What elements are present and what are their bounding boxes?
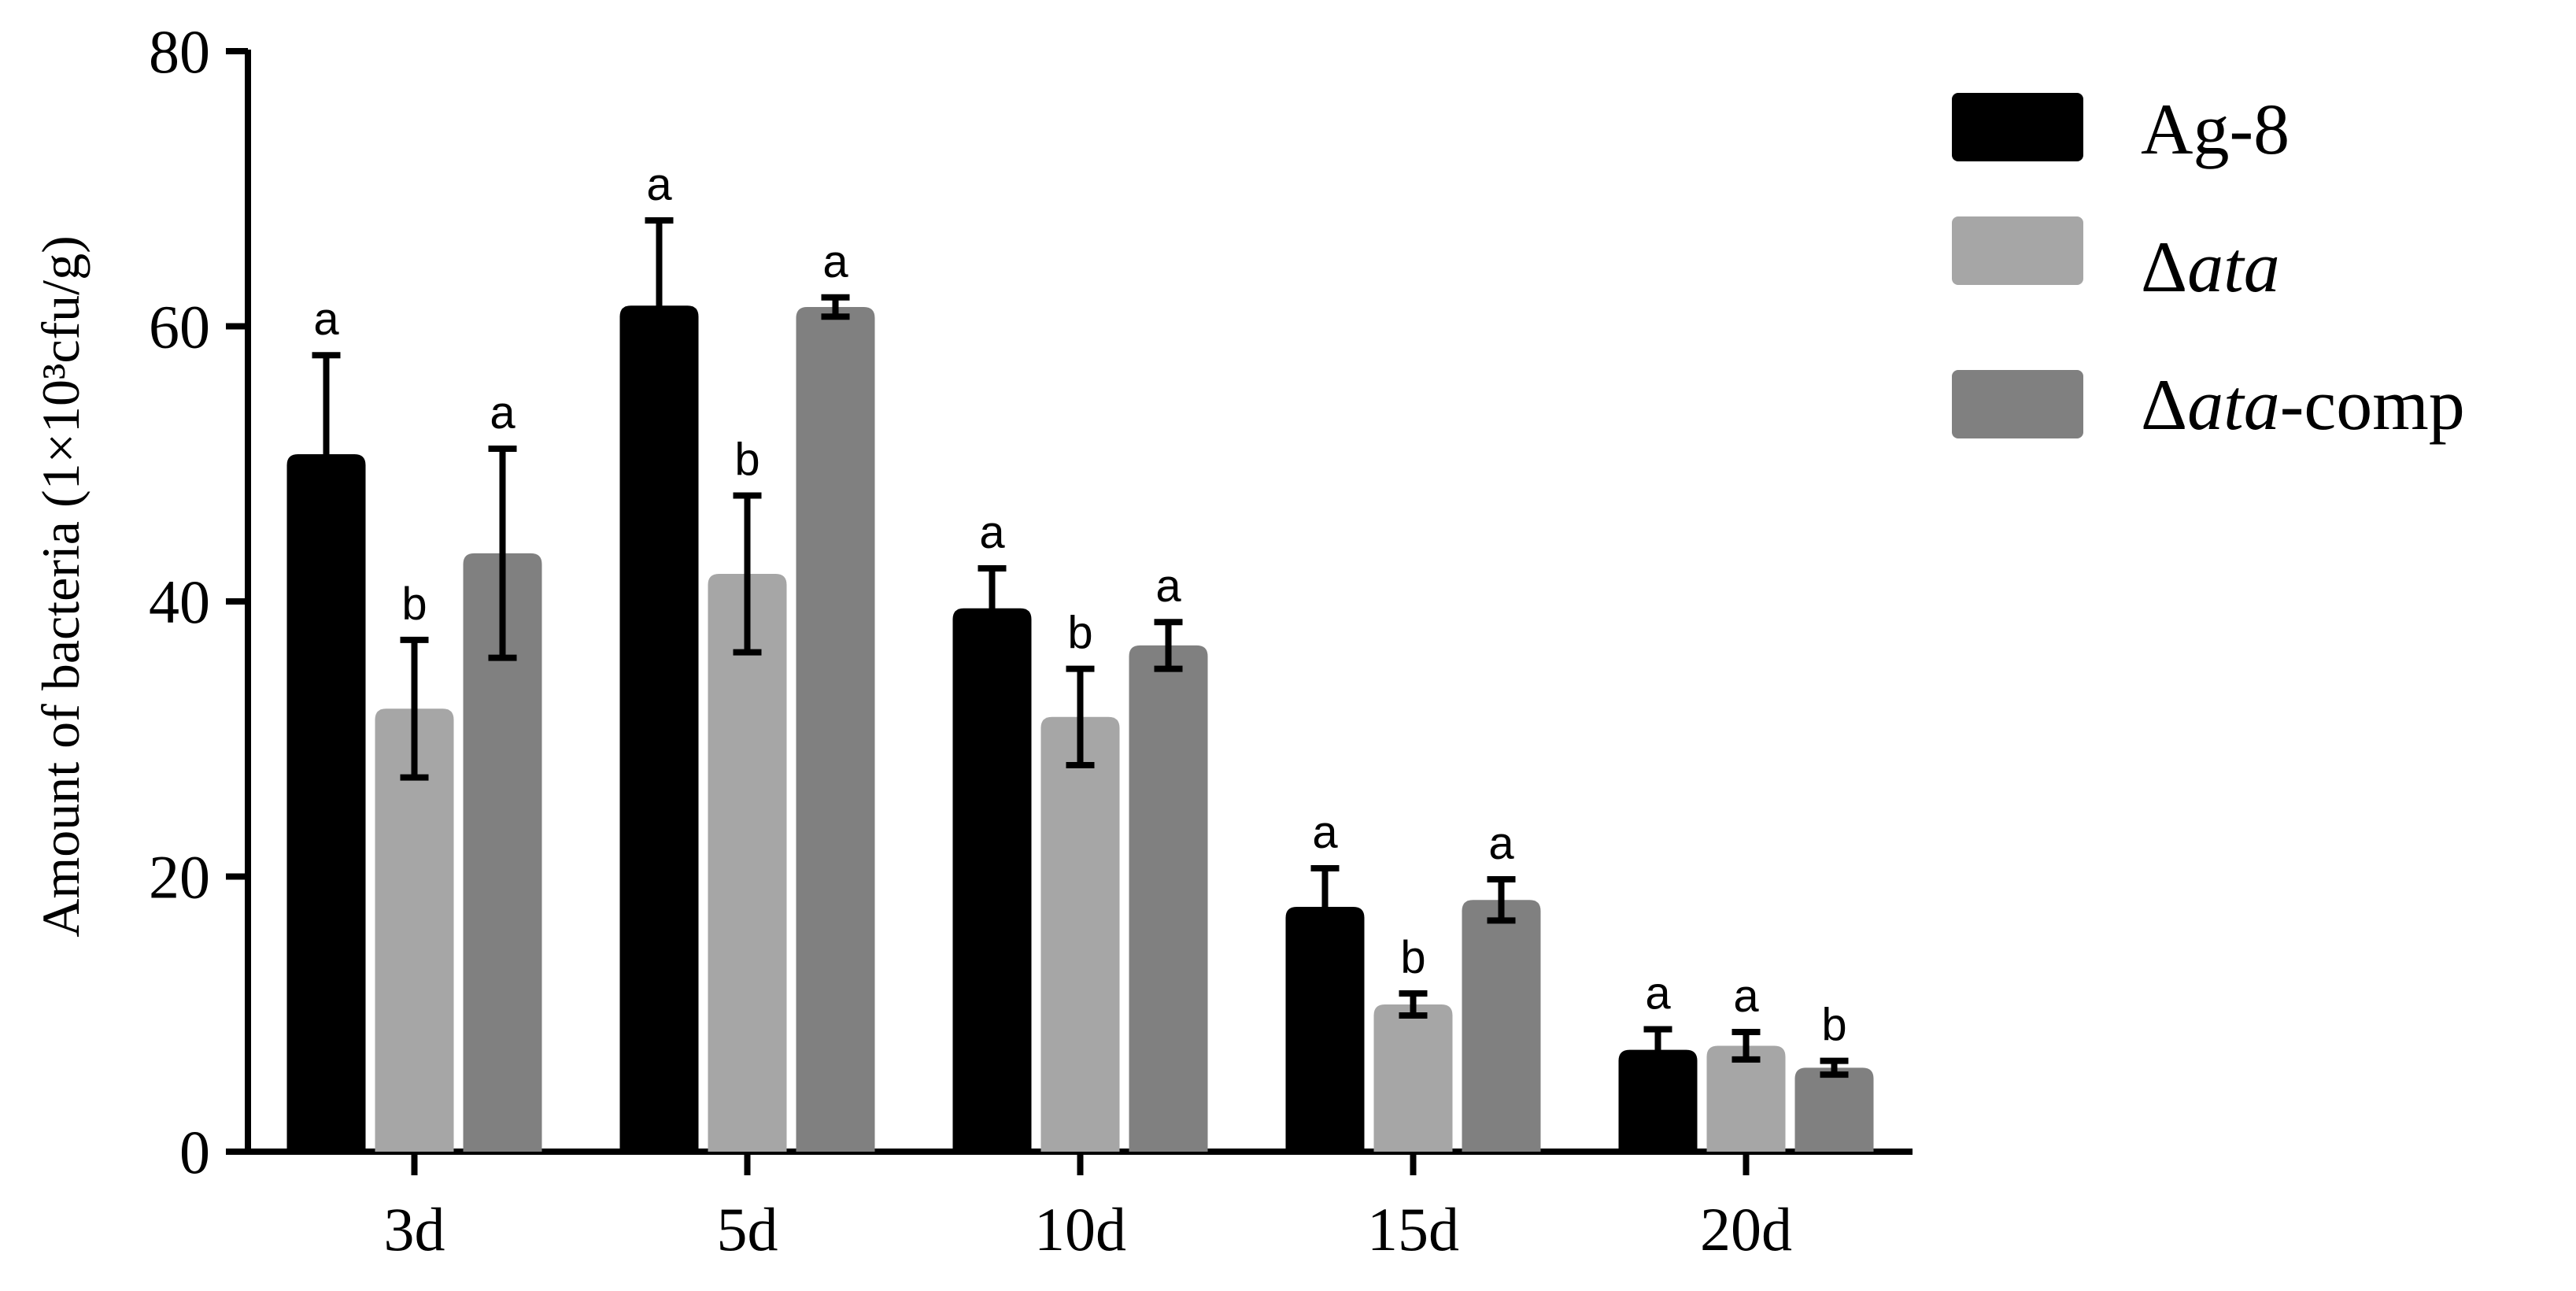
legend: Ag-8 Δata Δata-comp	[1952, 89, 2465, 445]
x-tick-label: 15d	[1367, 1195, 1459, 1263]
significance-label: a	[313, 294, 339, 345]
legend-label-delta-ata-comp-italic: ata	[2187, 364, 2280, 445]
y-axis-title: Amount of bacteria (1×10³cfu/g)	[31, 235, 91, 937]
x-tick-label: 5d	[717, 1195, 778, 1263]
bar	[952, 608, 1032, 1152]
legend-label-ag-8: Ag-8	[2141, 89, 2290, 169]
y-tick-label: 40	[149, 568, 210, 636]
significance-label: b	[1400, 932, 1425, 983]
bar	[1285, 906, 1365, 1152]
x-tick-label: 10d	[1034, 1195, 1126, 1263]
significance-label: b	[734, 434, 759, 485]
significance-label: a	[1733, 971, 1759, 1022]
bar	[1040, 716, 1120, 1152]
bar	[463, 553, 542, 1152]
significance-label: a	[979, 507, 1005, 558]
legend-swatch-delta-ata-comp	[1952, 370, 2083, 438]
bar	[1129, 645, 1208, 1152]
bar	[1462, 900, 1541, 1152]
bar	[286, 454, 366, 1152]
x-tick-label: 3d	[384, 1195, 445, 1263]
bar	[1706, 1045, 1786, 1152]
significance-label: a	[646, 159, 672, 210]
significance-label: b	[1067, 608, 1092, 659]
significance-label: a	[1155, 560, 1181, 612]
error-bars	[312, 216, 1849, 1078]
axes: 0 20 40 60 80 3d 5d 10d 15d 20d	[149, 17, 1913, 1263]
legend-swatch-ag-8	[1952, 93, 2083, 161]
bars	[286, 305, 1874, 1152]
bar	[375, 708, 454, 1152]
significance-label: b	[1821, 1000, 1846, 1051]
bar	[708, 574, 787, 1152]
legend-swatch-delta-ata	[1952, 216, 2083, 285]
legend-label-delta-ata-comp: Δata-comp	[2141, 364, 2465, 445]
bar	[1373, 1004, 1453, 1152]
bar	[1618, 1049, 1698, 1152]
significance-label: a	[822, 236, 848, 287]
legend-label-delta-ata-italic: ata	[2187, 227, 2280, 307]
y-tick-label: 80	[149, 17, 210, 86]
y-tick-label: 20	[149, 843, 210, 912]
legend-label-delta-ata-comp-suffix: -comp	[2280, 364, 2465, 445]
bar	[1794, 1067, 1874, 1152]
significance-label: a	[1488, 818, 1514, 869]
significance-label: a	[1312, 807, 1338, 858]
y-tick-label: 0	[179, 1118, 210, 1186]
significance-labels: a b a a b a a b a a b a a a b	[313, 159, 1846, 1051]
bar	[619, 305, 699, 1152]
significance-label: a	[1645, 967, 1671, 1019]
y-tick-label: 60	[149, 293, 210, 361]
significance-label: b	[401, 579, 427, 630]
x-tick-label: 20d	[1700, 1195, 1792, 1263]
significance-label: a	[490, 387, 516, 438]
legend-label-delta-ata: Δata	[2141, 227, 2280, 307]
bar	[796, 307, 875, 1152]
